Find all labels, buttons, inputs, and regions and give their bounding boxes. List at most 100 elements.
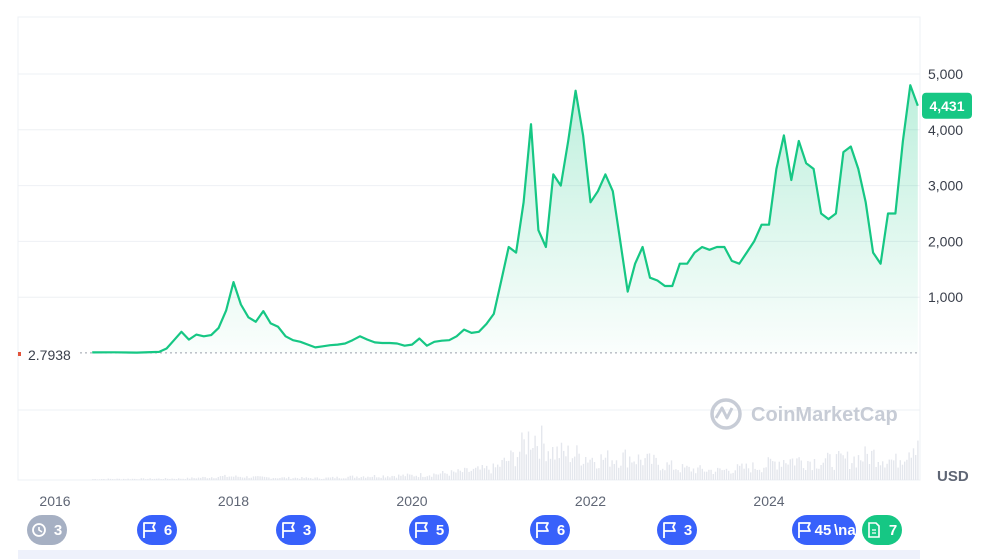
volume-bar bbox=[549, 458, 552, 480]
volume-bar bbox=[637, 454, 640, 480]
volume-bar bbox=[446, 473, 448, 480]
volume-bar bbox=[802, 468, 805, 480]
price-line bbox=[92, 84, 919, 354]
volume-bar bbox=[389, 477, 391, 480]
volume-bar bbox=[882, 461, 884, 480]
event-pill-event[interactable]: 6 bbox=[137, 515, 177, 545]
volume-bar bbox=[255, 476, 257, 480]
volume-bar bbox=[607, 450, 609, 480]
volume-bar bbox=[213, 478, 215, 480]
volume-bar bbox=[851, 463, 853, 480]
volume-bar bbox=[523, 439, 525, 480]
volume-bar bbox=[277, 478, 279, 480]
volume-bar bbox=[688, 466, 690, 480]
volume-bar bbox=[373, 475, 376, 480]
volume-bar bbox=[222, 476, 224, 480]
unit-label: USD bbox=[937, 468, 969, 485]
volume-bar bbox=[646, 453, 648, 480]
event-pill-count: 6 bbox=[164, 522, 172, 539]
volume-bar bbox=[651, 463, 653, 480]
volume-bar bbox=[521, 432, 523, 480]
baseline-marker bbox=[18, 352, 21, 356]
volume-bar bbox=[747, 468, 750, 480]
volume-bar bbox=[734, 470, 736, 480]
volume-bar bbox=[780, 466, 783, 480]
event-pill-event[interactable]: 45 \na bbox=[792, 515, 856, 545]
volume-bar bbox=[611, 460, 613, 480]
volume-bar bbox=[593, 462, 596, 480]
volume-bar bbox=[167, 478, 169, 480]
volume-bar bbox=[358, 478, 360, 480]
volume-bar bbox=[778, 461, 780, 480]
volume-bar bbox=[765, 467, 767, 480]
volume-bar bbox=[134, 478, 136, 480]
volume-bar bbox=[642, 465, 644, 480]
volume-bar bbox=[886, 463, 888, 480]
volume-bar bbox=[545, 461, 547, 480]
volume-bar bbox=[380, 477, 382, 480]
volume-bar bbox=[316, 477, 318, 480]
volume-bar bbox=[877, 462, 879, 480]
volume-bar bbox=[613, 464, 615, 480]
volume-bar bbox=[752, 462, 754, 480]
event-pill-event[interactable]: 6 bbox=[530, 515, 570, 545]
volume-bar bbox=[356, 476, 358, 480]
volume-bar bbox=[904, 461, 906, 480]
volume-bar bbox=[378, 477, 380, 480]
volume-bar bbox=[512, 452, 514, 480]
volume-bar bbox=[565, 456, 567, 480]
volume-bar bbox=[263, 476, 266, 480]
volume-bar bbox=[569, 462, 571, 480]
volume-bar bbox=[910, 457, 912, 480]
volume-bar bbox=[336, 476, 338, 480]
volume-bar bbox=[112, 479, 114, 480]
volume-bar bbox=[829, 454, 831, 480]
volume-bar bbox=[211, 477, 213, 480]
volume-bar bbox=[728, 470, 730, 480]
x-tick-label: 2016 bbox=[39, 493, 70, 509]
volume-bar bbox=[455, 472, 457, 480]
volume-bars bbox=[92, 425, 919, 480]
volume-bar bbox=[347, 476, 349, 480]
volume-bar bbox=[360, 477, 362, 480]
volume-bar bbox=[563, 450, 565, 480]
volume-bar bbox=[96, 479, 98, 480]
event-pill-history[interactable]: 3 bbox=[27, 515, 67, 545]
volume-bar bbox=[657, 464, 659, 480]
volume-bar bbox=[208, 478, 211, 480]
volume-bar bbox=[288, 476, 290, 480]
volume-bar bbox=[103, 479, 105, 480]
volume-bar bbox=[217, 477, 219, 480]
event-pill-event[interactable]: 3 bbox=[657, 515, 697, 545]
volume-bar bbox=[761, 472, 763, 480]
volume-bar bbox=[655, 457, 657, 480]
volume-bar bbox=[505, 461, 508, 480]
volume-bar bbox=[723, 469, 725, 480]
volume-bar bbox=[305, 477, 307, 480]
volume-bar bbox=[864, 446, 866, 480]
volume-bar bbox=[895, 453, 897, 480]
volume-bar bbox=[758, 469, 761, 480]
volume-bar bbox=[855, 467, 857, 480]
volume-bar bbox=[281, 477, 283, 480]
volume-bar bbox=[391, 475, 393, 480]
y-tick-label: 4,000 bbox=[928, 122, 963, 138]
event-pill-event[interactable]: 3 bbox=[276, 515, 316, 545]
event-pill-event[interactable]: 5 bbox=[409, 515, 449, 545]
volume-bar bbox=[160, 479, 162, 480]
volume-bar bbox=[525, 454, 527, 480]
volume-bar bbox=[191, 477, 193, 480]
event-pill-note[interactable]: 7 bbox=[862, 515, 902, 545]
volume-bar bbox=[824, 458, 827, 480]
volume-bar bbox=[387, 476, 389, 480]
flag-icon bbox=[143, 522, 156, 538]
volume-bar bbox=[827, 452, 829, 480]
volume-bar bbox=[587, 462, 589, 480]
volume-bar bbox=[270, 478, 272, 480]
volume-bar bbox=[257, 476, 259, 480]
volume-bar bbox=[411, 474, 413, 480]
volume-bar bbox=[120, 479, 123, 480]
volume-bar bbox=[340, 478, 343, 480]
volume-bar bbox=[428, 475, 431, 480]
volume-bar bbox=[470, 470, 472, 480]
